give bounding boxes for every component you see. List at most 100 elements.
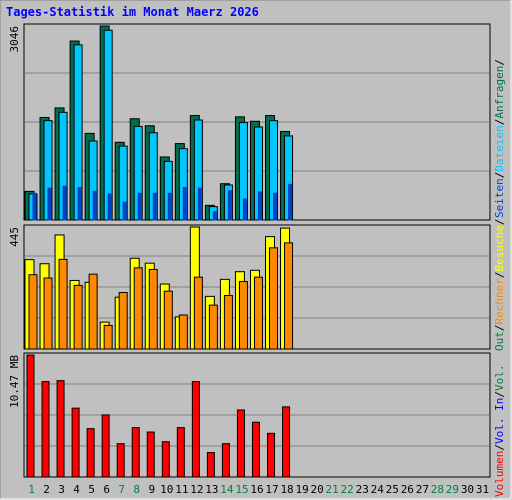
day-label-5: 5 <box>88 483 95 496</box>
bar-rechner-day-17 <box>269 247 279 350</box>
legend-volumen: Volumen <box>493 451 506 497</box>
legend-group-1: Seiten/Dateien/Anfragen/ <box>493 59 506 218</box>
day-label-18: 18 <box>280 483 293 496</box>
bar-seiten-day-7 <box>122 201 127 221</box>
legend-besuche: Besuche <box>493 225 506 271</box>
day-label-30: 30 <box>461 483 474 496</box>
bar-volumen-day-11 <box>176 427 185 478</box>
day-label-22: 22 <box>341 483 354 496</box>
bar-seiten-day-11 <box>182 187 187 221</box>
legend-separator: / <box>493 444 506 451</box>
legend-vol-in: Vol. In <box>493 398 506 444</box>
legend-separator: / <box>493 172 506 179</box>
bar-rechner-day-3 <box>58 258 68 350</box>
day-label-15: 15 <box>235 483 248 496</box>
day-label-24: 24 <box>371 483 385 496</box>
day-label-11: 11 <box>175 483 188 496</box>
day-label-23: 23 <box>356 483 369 496</box>
bar-seiten-day-3 <box>62 185 67 221</box>
bar-volumen-day-10 <box>161 441 170 478</box>
legend-seiten: Seiten <box>493 178 506 218</box>
bar-volumen-day-18 <box>282 406 291 478</box>
day-label-19: 19 <box>295 483 308 496</box>
day-label-7: 7 <box>118 483 125 496</box>
day-label-8: 8 <box>133 483 140 496</box>
bar-seiten-day-14 <box>227 190 232 221</box>
day-label-27: 27 <box>416 483 429 496</box>
day-label-1: 1 <box>28 483 35 496</box>
day-label-21: 21 <box>326 483 339 496</box>
day-label-31: 31 <box>476 483 489 496</box>
legend-separator: / <box>493 272 506 279</box>
legend-dateien: Dateien <box>493 125 506 171</box>
bar-volumen-day-9 <box>146 431 155 478</box>
day-label-16: 16 <box>250 483 263 496</box>
bar-rechner-day-9 <box>148 268 158 350</box>
bar-seiten-day-13 <box>212 211 217 221</box>
legend-anfragen: Anfragen <box>493 66 506 119</box>
legend-separator: / <box>493 119 506 126</box>
day-label-3: 3 <box>58 483 65 496</box>
bar-seiten-day-1 <box>32 192 37 221</box>
legend-group-3: Volumen/Vol. In/Vol. <box>493 365 506 497</box>
bar-seiten-day-12 <box>197 187 202 221</box>
day-label-28: 28 <box>431 483 444 496</box>
bar-rechner-day-11 <box>178 314 188 350</box>
bar-volumen-day-12 <box>191 381 200 478</box>
legend-separator: / <box>493 391 506 398</box>
bar-volumen-day-7 <box>116 443 125 478</box>
bar-rechner-day-7 <box>118 292 128 350</box>
bar-rechner-day-14 <box>223 295 233 350</box>
bar-volumen-day-14 <box>221 443 230 478</box>
legend-vol-: Vol. <box>493 365 506 392</box>
bar-volumen-day-1 <box>26 354 35 478</box>
bar-seiten-day-4 <box>77 187 82 221</box>
bar-rechner-day-13 <box>208 304 218 350</box>
bar-volumen-day-5 <box>86 428 95 478</box>
bar-volumen-day-15 <box>236 409 245 478</box>
day-label-4: 4 <box>73 483 80 496</box>
bar-seiten-day-17 <box>273 192 278 221</box>
day-label-14: 14 <box>220 483 234 496</box>
bar-rechner-day-10 <box>163 290 173 350</box>
day-label-10: 10 <box>160 483 173 496</box>
bar-seiten-day-16 <box>257 191 262 221</box>
day-label-17: 17 <box>265 483 278 496</box>
bar-seiten-day-2 <box>47 187 52 221</box>
bar-rechner-day-16 <box>253 276 263 350</box>
bar-volumen-day-13 <box>206 452 215 478</box>
bar-seiten-day-8 <box>137 192 142 221</box>
bar-volumen-day-17 <box>267 432 276 478</box>
bar-seiten-day-5 <box>92 190 97 221</box>
day-label-2: 2 <box>43 483 50 496</box>
bar-seiten-day-6 <box>107 193 112 221</box>
legend-out: Out <box>493 331 506 351</box>
bar-volumen-day-6 <box>101 414 110 478</box>
bar-rechner-day-15 <box>238 281 248 350</box>
legend-group-2: Out/Rechner/Besuche/ <box>493 219 506 351</box>
bar-rechner-day-18 <box>284 242 294 350</box>
day-label-6: 6 <box>103 483 110 496</box>
legend-separator: / <box>493 325 506 332</box>
panel-1-y-max-label: 3046 <box>8 26 21 53</box>
bar-volumen-day-3 <box>56 380 65 478</box>
day-label-13: 13 <box>205 483 218 496</box>
bar-volumen-day-4 <box>71 407 80 478</box>
day-label-20: 20 <box>311 483 324 496</box>
legend-rechner: Rechner <box>493 278 506 325</box>
bar-rechner-day-1 <box>28 274 38 350</box>
day-label-12: 12 <box>190 483 203 496</box>
day-label-9: 9 <box>148 483 155 496</box>
bar-rechner-day-6 <box>103 324 113 350</box>
bar-rechner-day-4 <box>73 284 83 350</box>
panel-3-y-max-label: 10.47 MB <box>8 355 21 408</box>
bar-rechner-day-2 <box>43 277 53 350</box>
bar-rechner-day-12 <box>193 276 203 350</box>
chart-title: Tages-Statistik im Monat Maerz 2026 <box>6 5 259 19</box>
panel-2-y-max-label: 445 <box>8 227 21 247</box>
bar-seiten-day-10 <box>167 192 172 221</box>
bar-dateien-day-6 <box>103 29 113 221</box>
bar-rechner-day-5 <box>88 273 98 350</box>
